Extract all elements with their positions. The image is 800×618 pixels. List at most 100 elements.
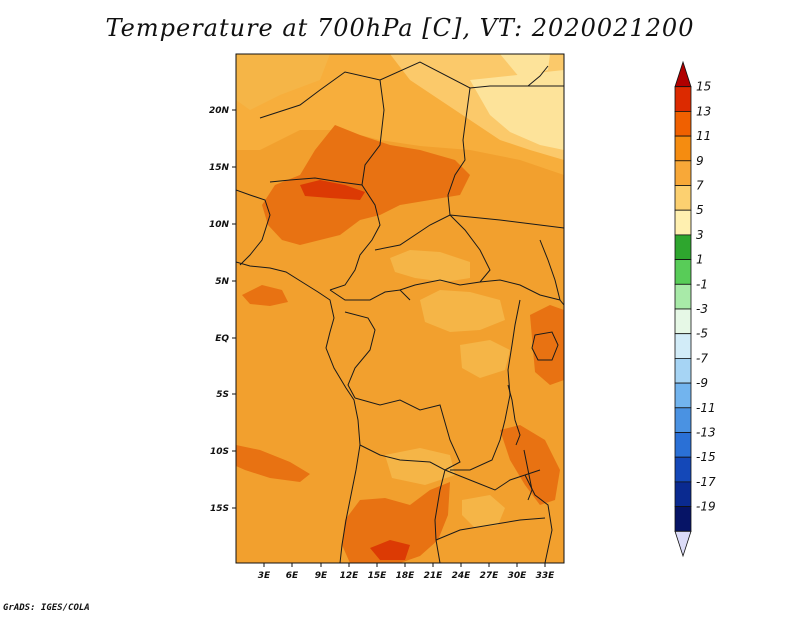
lon-label: 33E [536,571,556,581]
field-northeast-pale-2 [500,54,550,78]
lat-label: 5S [216,390,229,400]
field-south-light [462,495,505,528]
lake-malawi [523,449,533,501]
field-northeast-pale [470,70,564,150]
colorbar-swatch [674,432,692,458]
colorbar-label: 13 [696,104,711,118]
lon-label: 15E [368,571,388,581]
colorbar-swatch [674,333,692,359]
colorbar-swatch [674,185,692,211]
colorbar-label: 3 [696,228,704,242]
colorbar-label: -7 [696,351,708,365]
colorbar-label: 7 [696,179,704,193]
colorbar-swatch [674,357,692,384]
colorbar-swatch [674,234,692,260]
field-southcentral-light [385,448,455,485]
colorbar-label: -19 [696,500,716,514]
colorbar-swatch [674,209,692,236]
lon-label: 3E [258,571,271,581]
lon-ticks [263,563,546,567]
colorbar-label: -9 [696,376,708,390]
colorbar-swatch [674,135,692,162]
border-congo [344,311,376,399]
lat-label: 15N [209,163,230,173]
temperature-field [236,54,564,563]
colorbar-label: 9 [696,154,704,168]
field-southwest-warm [236,445,310,482]
lon-label: 30E [508,571,528,581]
colorbar-swatch [674,160,692,186]
field-sahel-core [300,180,365,200]
colorbar-swatch [674,382,692,409]
colorbar-swatch [674,259,692,285]
colorbar-label: 15 [696,80,711,94]
field-south-core [370,540,410,560]
field-central-light-3 [460,340,510,378]
redsea-coast [527,65,549,87]
colorbar-label: 5 [696,203,704,217]
colorbar-swatch [674,308,692,335]
colorbar-label: -5 [696,327,708,341]
border-east-coast [539,239,564,306]
colorbar-swatch [674,481,692,507]
country-borders [236,61,564,563]
colorbar-swatch [674,283,692,310]
colorbar-label: -11 [696,401,716,415]
colorbar: 15 13 11 9 7 5 3 1 -1 -3 -5 -7 -9 -11 -13 -15 -17 -19 [674,60,716,558]
map-frame [235,53,565,564]
lat-label: 15S [210,504,229,514]
lon-label: 9E [315,571,328,581]
border-nigeria [269,177,381,291]
border-zambia [444,469,541,491]
border-niger-chad [361,79,385,186]
colorbar-label: -13 [696,426,716,440]
colorbar-arrow-bottom [674,530,692,558]
colorbar-label: 11 [696,129,711,143]
field-east-warm [530,305,564,385]
colorbar-arrow-top [674,60,692,88]
border-car [374,214,491,291]
border-drc-east [450,299,521,471]
map-title: Temperature at 700hPa [C], VT: 202002120… [105,14,695,42]
lat-label: 20N [209,106,230,116]
field-central-light-2 [420,290,505,332]
border-cameroon [329,289,411,301]
lat-ticks [232,109,236,509]
field-northwest-light [236,54,330,110]
border-north-2 [447,87,471,216]
lat-label: 5N [215,277,229,287]
colorbar-swatch [674,407,692,433]
colorbar-swatch [674,86,692,112]
lake-tanganyika [507,384,521,446]
colorbar-label: -15 [696,450,716,464]
colorbar-swatch [674,456,692,483]
field-central-light-1 [390,250,470,282]
field-sahel-warm [262,125,470,245]
lat-labels: 20N 15N 10N 5N EQ 5S 10S 15S [209,106,230,514]
border-south-sudan [479,279,561,301]
coastline-west [236,261,361,563]
field-southeast-warm [500,425,560,505]
lon-labels: 3E 6E 9E 12E 15E 18E 21E 24E 27E 30E 33E [258,571,555,581]
lake-victoria [531,331,559,361]
lon-label: 18E [396,571,416,581]
colorbar-label: -1 [696,277,708,291]
lat-label: EQ [215,334,229,344]
colorbar-label: -17 [696,475,716,489]
lon-label: 24E [452,571,472,581]
colorbar-label: 1 [696,253,704,267]
border-drc-south [354,397,461,471]
colorbar-swatch [674,506,692,532]
field-gulf-warm [242,285,288,306]
lon-label: 21E [424,571,444,581]
border-west-africa [236,189,271,266]
border-southeast [435,517,546,541]
lon-label: 12E [340,571,360,581]
colorbar-swatch [674,111,692,137]
lon-label: 6E [286,571,299,581]
colorbar-label: -3 [696,302,708,316]
grads-credit: GrADS: IGES/COLA [3,603,90,613]
border-sudan [449,214,564,229]
lon-label: 27E [480,571,500,581]
